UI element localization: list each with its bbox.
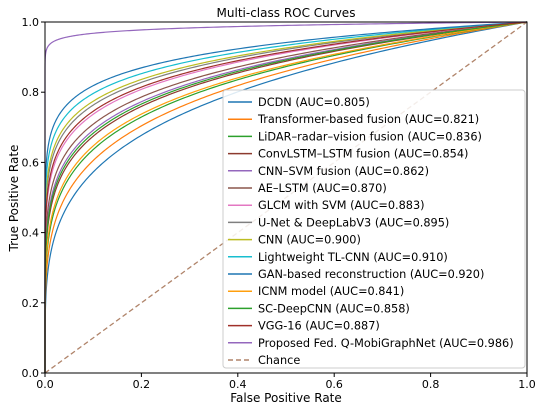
legend-label: CNN–SVM fusion (AUC=0.862) xyxy=(258,165,429,178)
chart-title: Multi-class ROC Curves xyxy=(217,6,356,20)
x-tick-label: 0.4 xyxy=(229,378,247,391)
legend-label: DCDN (AUC=0.805) xyxy=(258,96,370,109)
roc-curve-1 xyxy=(44,21,528,373)
x-tick-label: 0.6 xyxy=(325,378,343,391)
roc-curve-9 xyxy=(44,21,528,373)
y-axis-label: True Positive Rate xyxy=(7,145,21,253)
y-tick-label: 0.6 xyxy=(22,156,40,169)
x-tick-label: 0.0 xyxy=(36,378,54,391)
y-axis: 0.0 0.2 0.4 0.6 0.8 1.0 xyxy=(22,16,45,380)
legend-label: Transformer-based fusion (AUC=0.821) xyxy=(257,113,479,126)
legend-label: GLCM with SVM (AUC=0.883) xyxy=(258,199,425,212)
x-axis-label: False Positive Rate xyxy=(230,391,342,405)
legend-label: Chance xyxy=(258,354,300,367)
legend-label: VGG-16 (AUC=0.887) xyxy=(258,320,380,333)
legend-label: U-Net & DeepLabV3 (AUC=0.895) xyxy=(258,216,449,229)
y-tick-label: 0.8 xyxy=(22,86,40,99)
legend-label: GAN-based reconstruction (AUC=0.920) xyxy=(258,268,484,281)
roc-curve-14 xyxy=(44,21,528,373)
y-tick-label: 1.0 xyxy=(22,16,40,29)
y-tick-label: 0.4 xyxy=(22,227,40,240)
legend-label: SC-DeepCNN (AUC=0.858) xyxy=(258,302,410,315)
plot-area xyxy=(44,21,528,374)
legend-label: ConvLSTM–LSTM fusion (AUC=0.854) xyxy=(258,148,468,161)
roc-curve-5 xyxy=(44,21,528,373)
roc-curve-13 xyxy=(44,21,528,373)
x-tick-label: 0.2 xyxy=(133,378,151,391)
legend-label: LiDAR–radar–vision fusion (AUC=0.836) xyxy=(258,130,482,143)
roc-curve-12 xyxy=(44,21,528,373)
legend: DCDN (AUC=0.805) Transformer-based fusion… xyxy=(222,89,526,369)
y-tick-label: 0.2 xyxy=(22,297,40,310)
legend-box xyxy=(222,89,526,369)
legend-label: Lightweight TL-CNN (AUC=0.910) xyxy=(258,251,448,264)
plot-frame xyxy=(44,21,528,374)
roc-curve-10 xyxy=(44,21,528,373)
x-axis: 0.0 0.2 0.4 0.6 0.8 1.0 xyxy=(36,373,536,391)
y-tick-label: 0.0 xyxy=(22,367,40,380)
legend-label: Proposed Fed. Q-MobiGraphNet (AUC=0.986) xyxy=(258,337,514,350)
roc-curve-8 xyxy=(44,21,528,373)
x-tick-label: 1.0 xyxy=(518,378,536,391)
legend-label: CNN (AUC=0.900) xyxy=(258,234,361,247)
legend-label: ICNM model (AUC=0.841) xyxy=(258,285,404,298)
roc-curve-0 xyxy=(44,21,528,373)
roc-curve-11 xyxy=(44,21,528,373)
x-tick-label: 0.8 xyxy=(422,378,440,391)
legend-label: AE–LSTM (AUC=0.870) xyxy=(258,182,387,195)
